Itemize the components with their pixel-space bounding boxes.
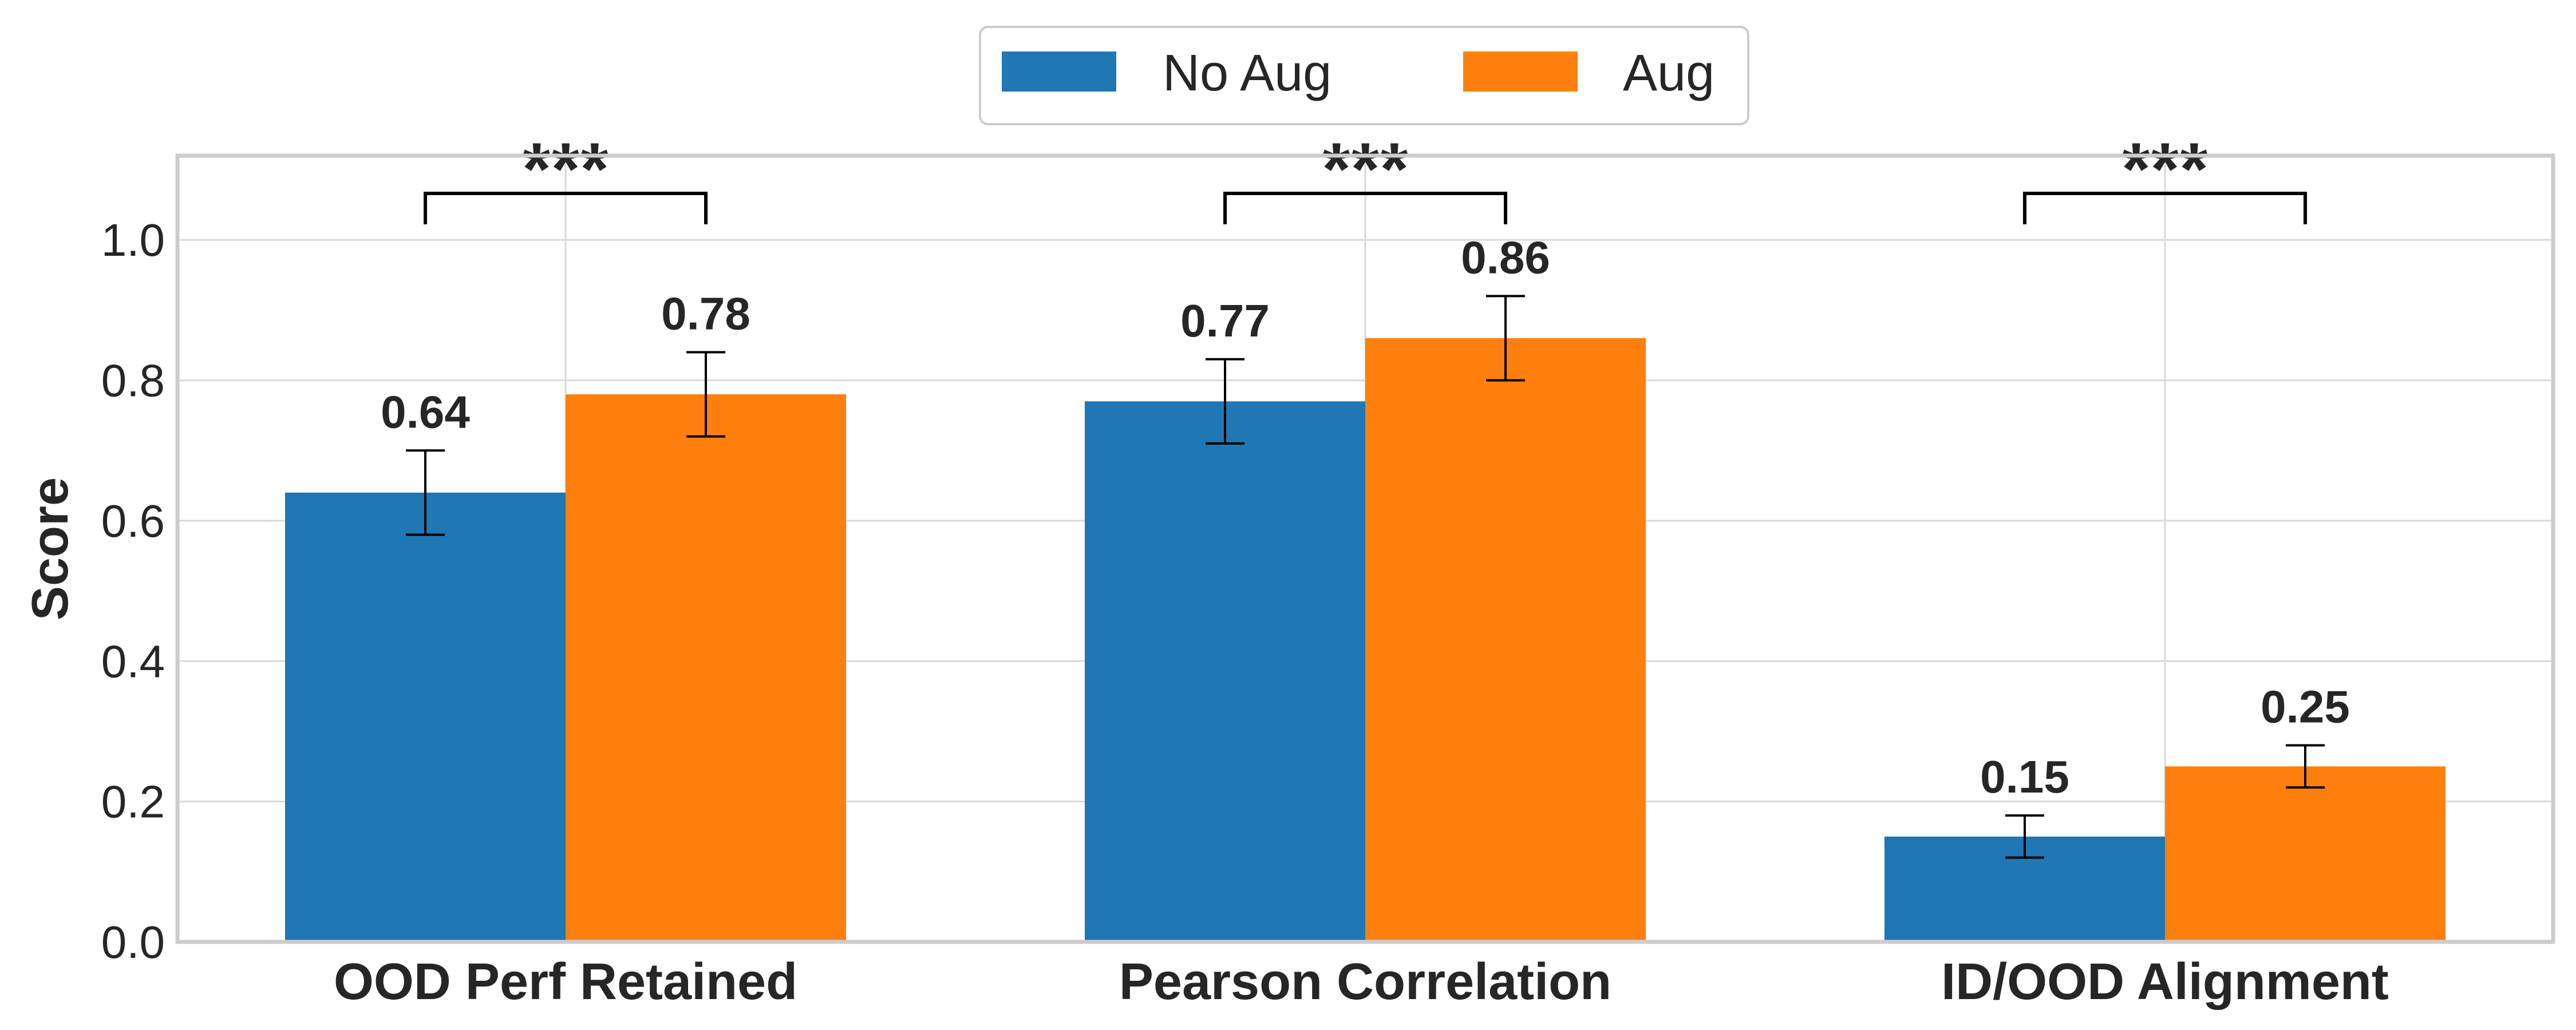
bar bbox=[1365, 338, 1646, 942]
significance-label: *** bbox=[522, 127, 609, 211]
y-tick-label: 1.0 bbox=[101, 215, 165, 266]
legend-label-no-aug: No Aug bbox=[1163, 45, 1332, 102]
y-tick-label: 0.0 bbox=[101, 917, 165, 968]
bars bbox=[285, 338, 2445, 942]
legend: No Aug Aug bbox=[979, 26, 1749, 125]
value-labels: 0.64 0.77 0.15 0.78 0.86 0.25 bbox=[381, 232, 2350, 802]
x-axis-labels: OOD Perf Retained Pearson Correlation ID/O… bbox=[334, 953, 2389, 1011]
y-axis-title: Score bbox=[22, 477, 79, 620]
significance-bracket bbox=[1223, 192, 1507, 224]
y-tick-label: 0.6 bbox=[101, 496, 165, 546]
significance-label: *** bbox=[2121, 127, 2208, 211]
significance-label: *** bbox=[1322, 127, 1409, 211]
value-label: 0.25 bbox=[2261, 682, 2350, 732]
y-tick-label: 0.8 bbox=[101, 355, 165, 406]
value-label: 0.77 bbox=[1180, 295, 1270, 346]
value-label: 0.15 bbox=[1980, 751, 2069, 802]
y-axis-ticks: 0.0 0.2 0.4 0.6 0.8 1.0 bbox=[101, 215, 165, 968]
legend-box bbox=[979, 26, 1749, 125]
significance-bracket bbox=[2023, 192, 2307, 224]
x-category-label: OOD Perf Retained bbox=[334, 953, 797, 1011]
plot-frame bbox=[175, 153, 2555, 944]
bar bbox=[2165, 766, 2445, 942]
x-category-label: Pearson Correlation bbox=[1119, 953, 1611, 1011]
value-label: 0.86 bbox=[1461, 232, 1550, 283]
value-label: 0.64 bbox=[381, 386, 470, 437]
bar bbox=[1085, 401, 1365, 942]
x-category-label: ID/OOD Alignment bbox=[1941, 953, 2389, 1011]
significance-brackets: *** *** *** bbox=[424, 127, 2307, 224]
significance-bracket bbox=[424, 192, 708, 224]
legend-swatch-aug bbox=[1463, 52, 1578, 92]
y-tick-label: 0.4 bbox=[101, 636, 165, 687]
y-tick-label: 0.2 bbox=[101, 777, 165, 827]
error-bars bbox=[406, 295, 2325, 859]
legend-label-aug: Aug bbox=[1623, 45, 1714, 102]
legend-swatch-no-aug bbox=[1002, 52, 1116, 92]
bar bbox=[566, 394, 846, 942]
bar bbox=[285, 492, 566, 942]
value-label: 0.78 bbox=[661, 288, 750, 339]
